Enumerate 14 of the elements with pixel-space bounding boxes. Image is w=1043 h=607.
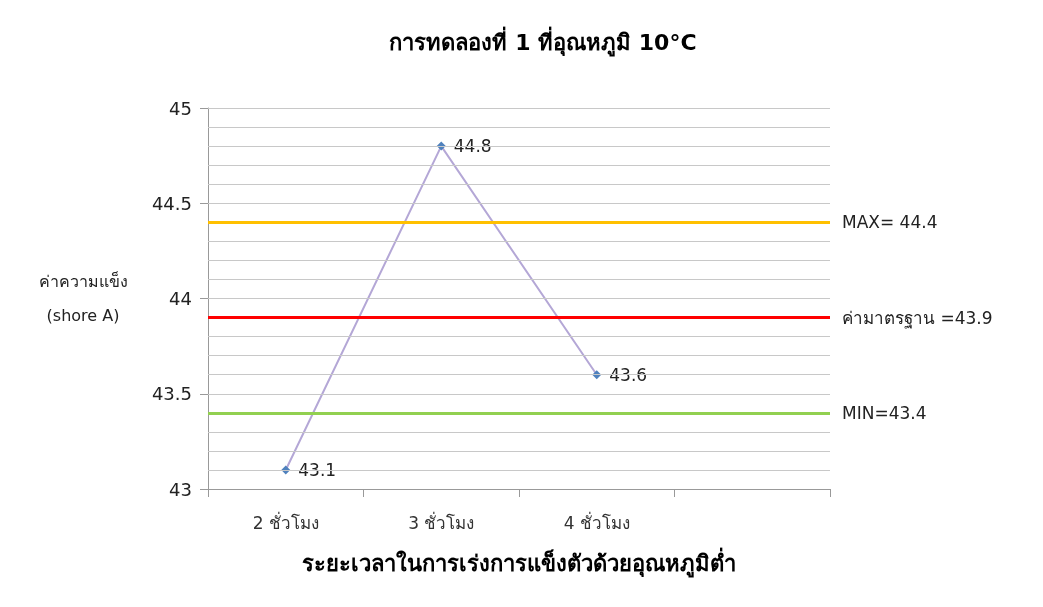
x-tick-label: 2 ชั่วโมง	[252, 510, 319, 533]
ref-line-label: MIN=43.4	[842, 402, 927, 423]
chart-title: การทดลองที่ 1 ที่อุณหภูมิ 10°C	[389, 25, 697, 57]
ref-line-label: ค่ามาตรฐาน =43.9	[842, 307, 993, 329]
x-tick-label: 3 ชั่วโมง	[408, 510, 475, 533]
x-tick-label: 4 ชั่วโมง	[563, 510, 630, 533]
y-tick-label: 45	[169, 97, 192, 119]
y-axis-title: ค่าความแข็ง (shore A)	[38, 271, 128, 325]
y-tick-label: 44.5	[151, 192, 192, 214]
y-tick-label: 43	[169, 478, 192, 500]
y-tick-label: 44	[169, 288, 192, 309]
x-axis-title: ระยะเวลาในการเร่งการแข็งตัวด้วยอุณหภูมิต่ำ	[302, 546, 736, 578]
ref-line-label: MAX= 44.4	[842, 212, 938, 233]
y-tick-label: 43.5	[151, 383, 192, 405]
